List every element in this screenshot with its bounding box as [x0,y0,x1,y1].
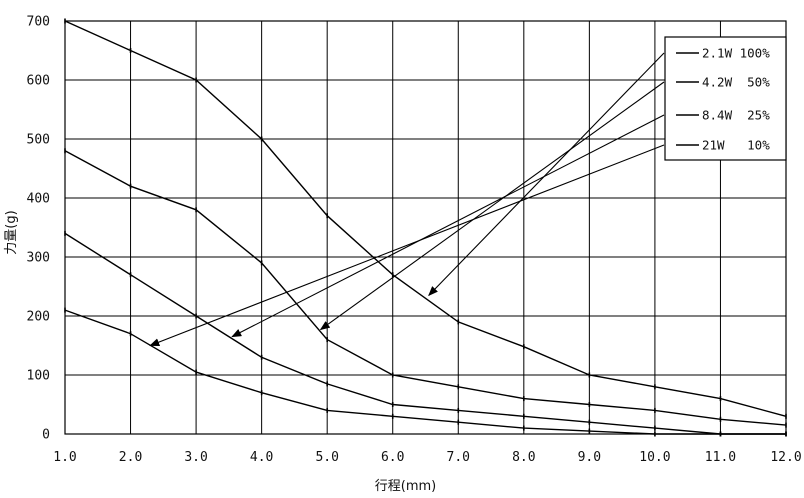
x-tick-label-8: 9.0 [578,450,601,465]
legend-label-2: 8.4W 25% [702,108,770,123]
series-line-3 [64,309,786,435]
y-tick-label-3: 300 [27,251,50,266]
x-tick-label-7: 8.0 [512,450,535,465]
series-line-2 [64,232,786,435]
y-tick-label-5: 500 [27,133,50,148]
pointer-arrow-2 [231,114,665,338]
series-line-0 [64,20,787,417]
legend-label-0: 2.1W 100% [702,46,770,61]
series-line-1 [64,150,787,426]
y-axis-label: 力量(g) [4,210,19,254]
x-tick-label-6: 7.0 [447,450,470,465]
x-tick-label-11: 12.0 [770,450,801,465]
y-tick-label-0: 0 [42,428,50,443]
pointer-arrow-1 [319,81,665,331]
tick-labels: 1.0 2.0 3.0 4.0 5.0 6.0 7.0 8.0 9.0 10.0 11.0 12.0 0… [27,15,802,466]
y-tick-label-4: 400 [27,192,50,207]
legend-pointer-arrows [149,52,665,347]
x-tick-label-10: 11.0 [705,450,736,465]
x-tick-label-3: 4.0 [250,450,273,465]
pointer-arrow-3 [149,144,665,347]
legend-label-1: 4.2W 50% [702,75,770,90]
y-tick-label-1: 100 [27,369,50,384]
legend: 2.1W 100% 4.2W 50% 8.4W 25% 21W 10% [664,36,787,161]
y-tick-label-2: 200 [27,310,50,325]
legend-label-3: 21W 10% [702,138,770,153]
series-lines [64,18,787,437]
pointer-arrow-0 [428,52,665,297]
y-tick-label-7: 700 [27,15,50,30]
y-tick-label-6: 600 [27,74,50,89]
x-tick-label-4: 5.0 [315,450,338,465]
x-tick-label-2: 3.0 [184,450,207,465]
x-tick-label-9: 10.0 [639,450,670,465]
legend-box [664,36,787,161]
x-axis-label: 行程(mm) [375,479,436,494]
x-tick-label-5: 6.0 [381,450,404,465]
plot-frame [64,20,787,435]
x-tick-label-0: 1.0 [53,450,76,465]
x-tick-label-1: 2.0 [119,450,142,465]
axis-labels: 行程(mm) 力量(g) [4,210,436,494]
